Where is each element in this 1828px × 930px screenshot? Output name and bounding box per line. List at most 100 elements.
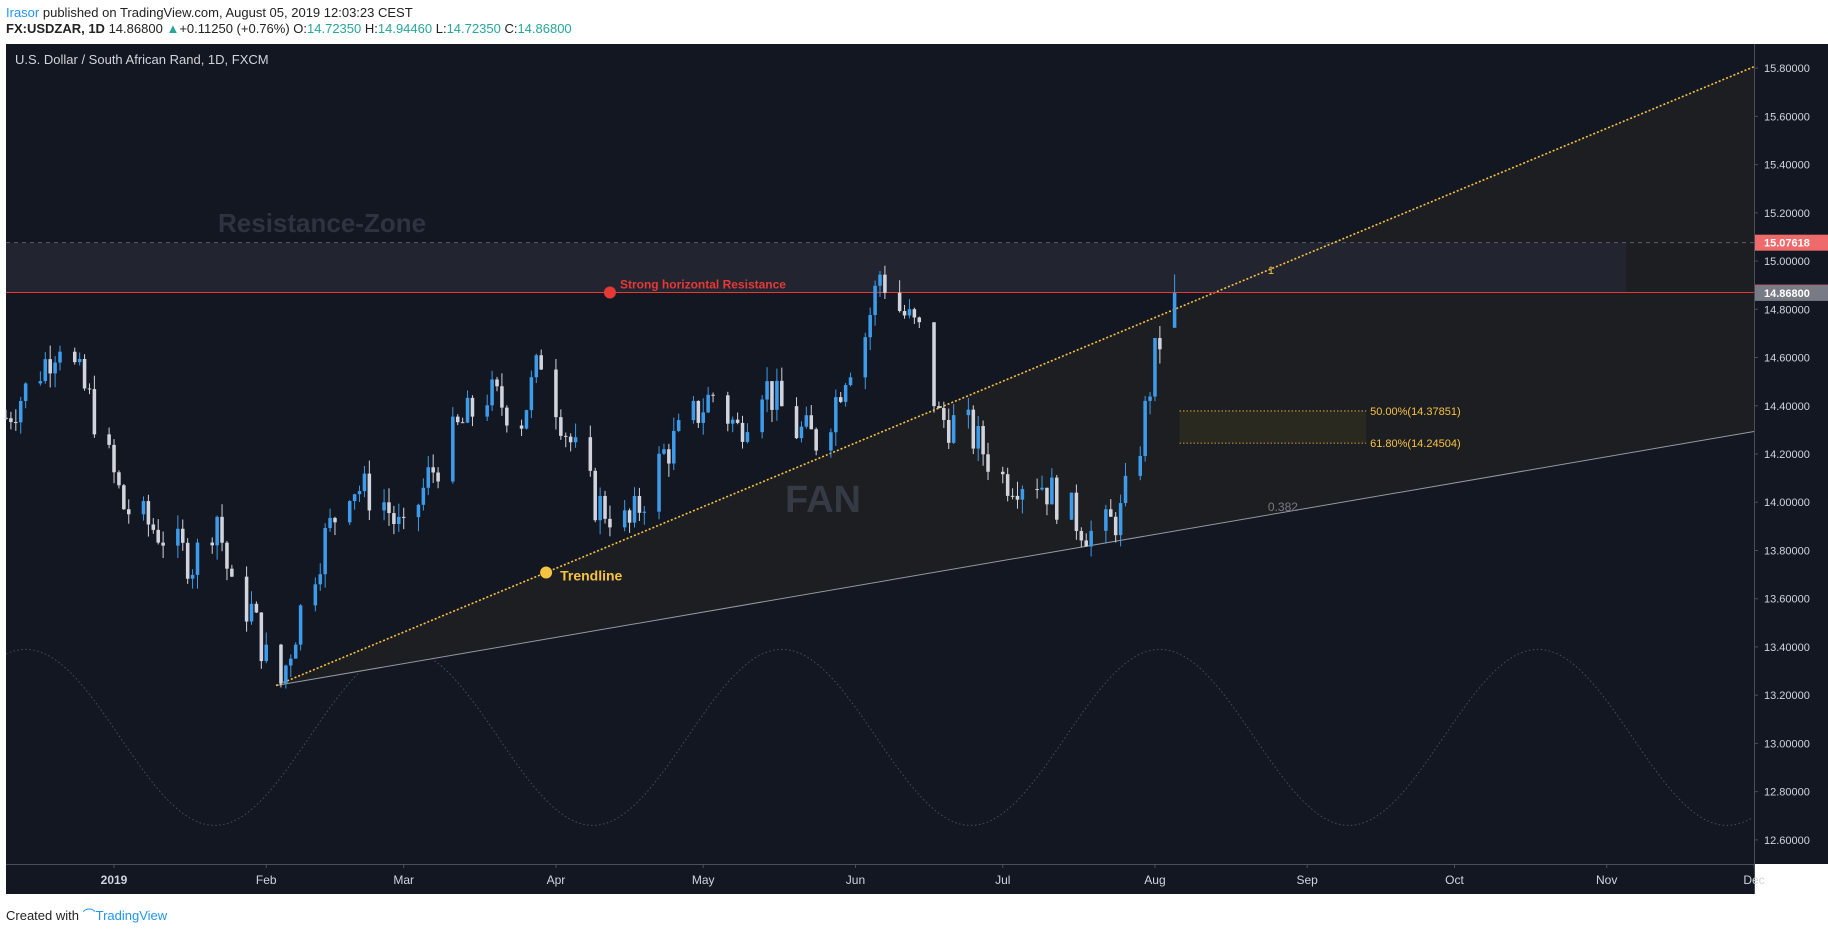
candle[interactable] — [505, 405, 509, 433]
candle[interactable] — [176, 515, 180, 559]
candle[interactable] — [195, 538, 200, 589]
candle[interactable] — [156, 519, 160, 545]
candle[interactable] — [1005, 467, 1010, 502]
candle[interactable] — [1113, 512, 1118, 543]
candle[interactable] — [838, 392, 843, 404]
candle[interactable] — [726, 391, 730, 432]
candle[interactable] — [971, 405, 976, 455]
candle[interactable] — [937, 401, 941, 409]
candle[interactable] — [23, 382, 28, 409]
candle[interactable] — [829, 428, 833, 458]
candle[interactable] — [627, 508, 632, 533]
candle[interactable] — [328, 508, 332, 532]
candle[interactable] — [799, 421, 804, 443]
candle[interactable] — [809, 404, 814, 430]
candle[interactable] — [637, 487, 642, 522]
candle[interactable] — [730, 416, 735, 433]
fan-line[interactable] — [275, 430, 1755, 687]
candle[interactable] — [72, 347, 77, 365]
candle[interactable] — [897, 280, 902, 313]
candle[interactable] — [843, 382, 848, 407]
candle[interactable] — [1153, 337, 1157, 402]
candle[interactable] — [573, 423, 578, 448]
candle[interactable] — [863, 332, 868, 390]
candle[interactable] — [775, 368, 779, 421]
candle[interactable] — [917, 316, 922, 329]
candle[interactable] — [873, 280, 877, 326]
candle[interactable] — [568, 433, 573, 452]
candle[interactable] — [43, 352, 48, 384]
candle[interactable] — [323, 523, 327, 588]
candle[interactable] — [9, 411, 13, 430]
candle[interactable] — [1020, 485, 1025, 514]
candle[interactable] — [107, 427, 111, 449]
candle[interactable] — [534, 353, 539, 384]
candle[interactable] — [1000, 466, 1005, 484]
candle[interactable] — [284, 664, 288, 689]
candle[interactable] — [249, 591, 254, 625]
candle[interactable] — [436, 467, 440, 489]
candle[interactable] — [225, 540, 229, 581]
candle[interactable] — [500, 373, 504, 416]
candle[interactable] — [554, 359, 558, 430]
candle[interactable] — [814, 427, 818, 456]
candle[interactable] — [82, 354, 87, 391]
candle[interactable] — [38, 371, 43, 386]
trendline[interactable] — [275, 65, 1755, 687]
candle[interactable] — [976, 416, 980, 462]
candle[interactable] — [878, 271, 882, 298]
candle[interactable] — [451, 407, 455, 484]
candle[interactable] — [912, 307, 917, 325]
candle[interactable] — [794, 397, 799, 440]
candle[interactable] — [1148, 392, 1152, 415]
candle[interactable] — [357, 485, 362, 503]
candle[interactable] — [559, 409, 563, 440]
candle[interactable] — [804, 406, 809, 429]
candle[interactable] — [230, 564, 234, 578]
candle[interactable] — [431, 454, 435, 483]
candle[interactable] — [161, 531, 165, 559]
candle[interactable] — [942, 401, 946, 428]
candle[interactable] — [770, 381, 774, 423]
candle[interactable] — [141, 496, 146, 521]
candle[interactable] — [701, 398, 706, 435]
candle[interactable] — [1045, 487, 1049, 516]
candle[interactable] — [1084, 533, 1088, 547]
candle[interactable] — [122, 483, 126, 510]
candle[interactable] — [293, 642, 298, 659]
candle[interactable] — [180, 519, 185, 551]
candle[interactable] — [622, 500, 627, 532]
candle[interactable] — [460, 417, 465, 424]
candle[interactable] — [347, 500, 352, 526]
candle[interactable] — [834, 389, 838, 446]
candle[interactable] — [126, 499, 131, 524]
candle[interactable] — [981, 420, 985, 466]
candle[interactable] — [1069, 492, 1074, 521]
candle[interactable] — [215, 515, 219, 560]
candle[interactable] — [112, 439, 116, 484]
candle[interactable] — [603, 490, 607, 524]
candle[interactable] — [397, 503, 401, 532]
candle[interactable] — [691, 395, 696, 424]
candle[interactable] — [151, 518, 156, 534]
candle[interactable] — [1050, 468, 1054, 505]
author-link[interactable]: Irasor — [6, 5, 40, 20]
candle[interactable] — [1015, 481, 1020, 509]
candle[interactable] — [696, 400, 701, 429]
candle[interactable] — [426, 455, 431, 496]
candle[interactable] — [642, 506, 647, 525]
time-axis[interactable] — [6, 864, 1754, 894]
candle[interactable] — [1079, 527, 1084, 548]
candle[interactable] — [289, 654, 293, 677]
candle[interactable] — [455, 414, 460, 426]
candle[interactable] — [387, 488, 391, 526]
candle[interactable] — [367, 460, 372, 521]
tradingview-link[interactable]: TradingView — [95, 908, 168, 923]
candle[interactable] — [745, 423, 750, 444]
candle[interactable] — [1054, 474, 1059, 524]
candle[interactable] — [608, 505, 612, 537]
candle[interactable] — [14, 409, 18, 431]
candle[interactable] — [632, 487, 637, 528]
candle[interactable] — [539, 349, 543, 371]
